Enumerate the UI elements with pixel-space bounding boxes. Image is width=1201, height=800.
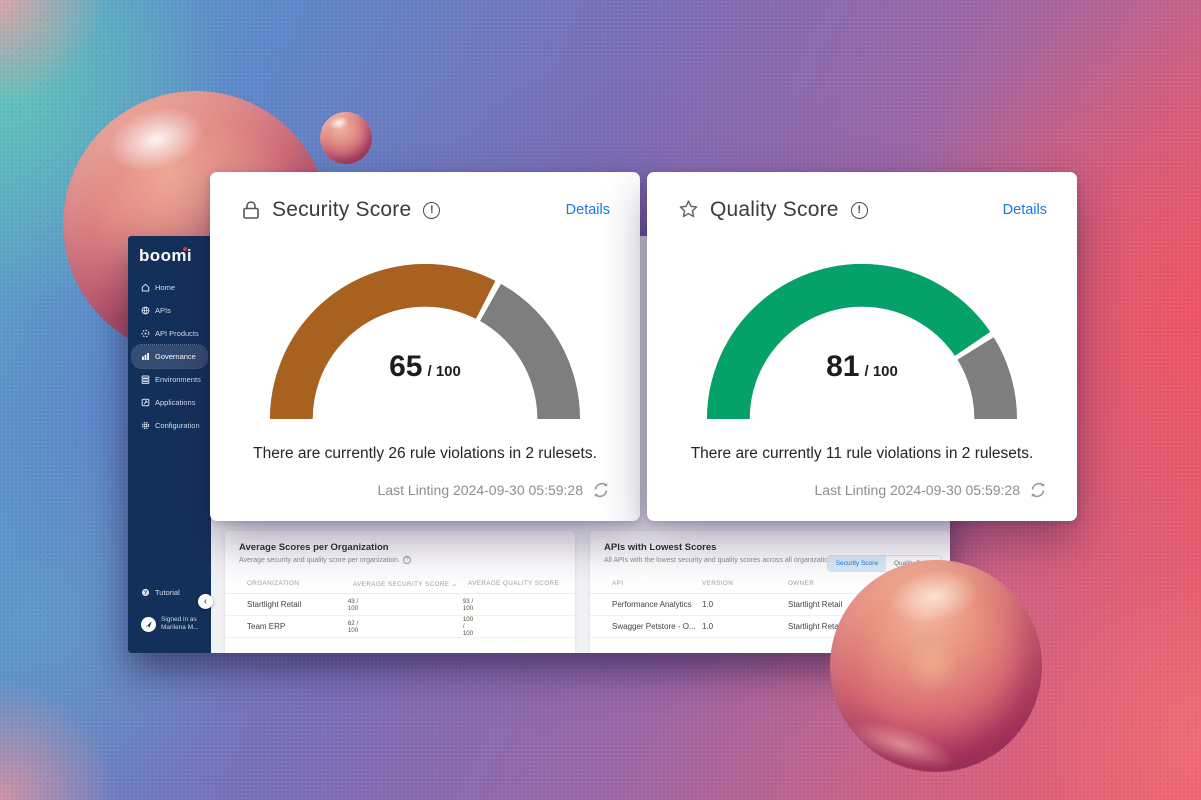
api-owner: Startlight Retail [788, 600, 843, 609]
sidebar-item-governance[interactable]: Governance [131, 344, 208, 369]
sidebar-item-label: Environments [155, 375, 201, 384]
quality-score-card: Quality Score ! Details 81/ 100 There ar… [647, 172, 1077, 521]
star-icon [679, 200, 698, 218]
violations-text: There are currently 11 rule violations i… [690, 445, 1034, 462]
sidebar-item-home[interactable]: Home [132, 276, 207, 299]
column-organization: ORGANIZATION [247, 580, 300, 587]
table-row[interactable]: Swagger Petstore - O... 1.0 Startlight Ret… [590, 616, 950, 638]
tab-security-score[interactable]: Security Score [827, 556, 886, 571]
info-icon[interactable]: ! [850, 201, 868, 219]
sidebar-item-api-products[interactable]: API Products [132, 322, 207, 345]
decor-sphere-bottom-right [830, 560, 1042, 772]
chevron-left-icon: ‹ [203, 595, 208, 607]
applications-icon [141, 398, 150, 407]
organization-name: Team ERP [247, 622, 286, 631]
security-score-card: Security Score ! Details 65/ 100 There a… [210, 172, 640, 521]
violations-text: There are currently 26 rule violations i… [253, 445, 597, 462]
api-version: 1.0 [702, 622, 714, 631]
apis-icon [141, 306, 150, 315]
column-avg-quality-score: AVERAGE QUALITY SCORE [468, 580, 560, 587]
api-owner: Startlight Retail [788, 622, 843, 631]
sidebar-item-label: APIs [155, 306, 171, 315]
panel-subtitle: All APIs with the lowest security and qu… [604, 556, 838, 564]
security-score-gauge [270, 264, 580, 419]
sidebar-item-label: API Products [155, 329, 199, 338]
api-name: Performance Analytics [612, 600, 692, 609]
organization-name: Startlight Retail [247, 600, 302, 609]
column-owner: OWNER [788, 580, 815, 587]
card-title: Quality Score [710, 198, 839, 221]
boomi-logo-red-dot [183, 247, 187, 251]
decor-sphere-small-top [320, 112, 372, 164]
sidebar-item-label: Applications [155, 398, 196, 407]
lock-icon [243, 201, 259, 219]
column-avg-security-score[interactable]: AVERAGE SECURITY SCORE ⌄ [353, 580, 458, 588]
signed-in-user[interactable]: Signed in as Marilena M... [132, 616, 199, 632]
governance-icon [142, 353, 149, 360]
panel-title: Average Scores per Organization [239, 542, 389, 553]
panel-subtitle: Average security and quality score per o… [239, 556, 400, 564]
table-header: ORGANIZATION AVERAGE SECURITY SCORE ⌄ AVE… [225, 574, 575, 594]
sidebar-item-applications[interactable]: Applications [132, 391, 207, 414]
rocket-icon [145, 620, 152, 628]
table-row[interactable]: Startlight Retail43 / 10093 / 100 [225, 594, 575, 616]
table-header: API VERSION OWNER [590, 574, 950, 594]
details-link[interactable]: Details [565, 202, 610, 218]
sidebar: boomi Home APIs API Products G [128, 236, 213, 653]
panel-title: APIs with Lowest Scores [604, 542, 717, 553]
apis-table-body: Performance Analytics 1.0 Startlight Retai… [590, 594, 950, 638]
card-title: Security Score [272, 198, 412, 221]
quality-score-gauge [707, 264, 1017, 419]
sidebar-item-environments[interactable]: Environments [132, 368, 207, 391]
environments-icon [141, 375, 150, 384]
home-icon [141, 283, 150, 292]
sidebar-item-configuration[interactable]: Configuration [132, 414, 207, 437]
sort-chevron-icon: ⌄ [451, 580, 458, 588]
sidebar-item-tutorial[interactable]: ? Tutorial [132, 588, 180, 597]
table-row[interactable]: Performance Analytics 1.0 Startlight Retai… [590, 594, 950, 616]
signed-in-text: Signed in as Marilena M... [161, 616, 199, 631]
refresh-icon[interactable] [592, 481, 610, 499]
last-linting-text: Last Linting 2024-09-30 05:59:28 [814, 482, 1021, 498]
score-value: 65/ 100 [389, 350, 461, 383]
sidebar-item-label: Governance [155, 352, 196, 361]
column-version: VERSION [702, 580, 734, 587]
api-products-icon [141, 329, 150, 338]
tutorial-label: Tutorial [155, 588, 180, 597]
sidebar-nav: Home APIs API Products Governance Enviro… [128, 276, 211, 437]
score-value: 81/ 100 [826, 350, 898, 383]
average-scores-panel: Average Scores per Organization Average … [225, 531, 575, 653]
svg-text:?: ? [144, 590, 147, 596]
boomi-logo-text: boomi [139, 246, 192, 265]
sidebar-collapse-button[interactable]: ‹ [198, 594, 213, 609]
refresh-icon[interactable] [1029, 481, 1047, 499]
details-link[interactable]: Details [1002, 202, 1047, 218]
api-name: Swagger Petstore - O... [612, 622, 696, 631]
question-icon: ? [141, 588, 150, 596]
sidebar-item-label: Configuration [155, 421, 200, 430]
avatar [141, 616, 156, 632]
table-row[interactable]: Team ERP62 / 100100 / 100 [225, 616, 575, 638]
column-api: API [612, 580, 624, 587]
info-icon[interactable]: ? [402, 556, 411, 564]
info-icon[interactable]: ! [423, 201, 441, 219]
last-linting-text: Last Linting 2024-09-30 05:59:28 [377, 482, 584, 498]
org-table-body: Startlight Retail43 / 10093 / 100Team ER… [225, 594, 575, 638]
sidebar-item-apis[interactable]: APIs [132, 299, 207, 322]
boomi-logo: boomi [139, 246, 211, 266]
sidebar-item-label: Home [155, 283, 176, 292]
score-cards-overlay: Security Score ! Details 65/ 100 There a… [210, 172, 1077, 521]
api-version: 1.0 [702, 600, 714, 609]
configuration-icon [141, 421, 150, 430]
